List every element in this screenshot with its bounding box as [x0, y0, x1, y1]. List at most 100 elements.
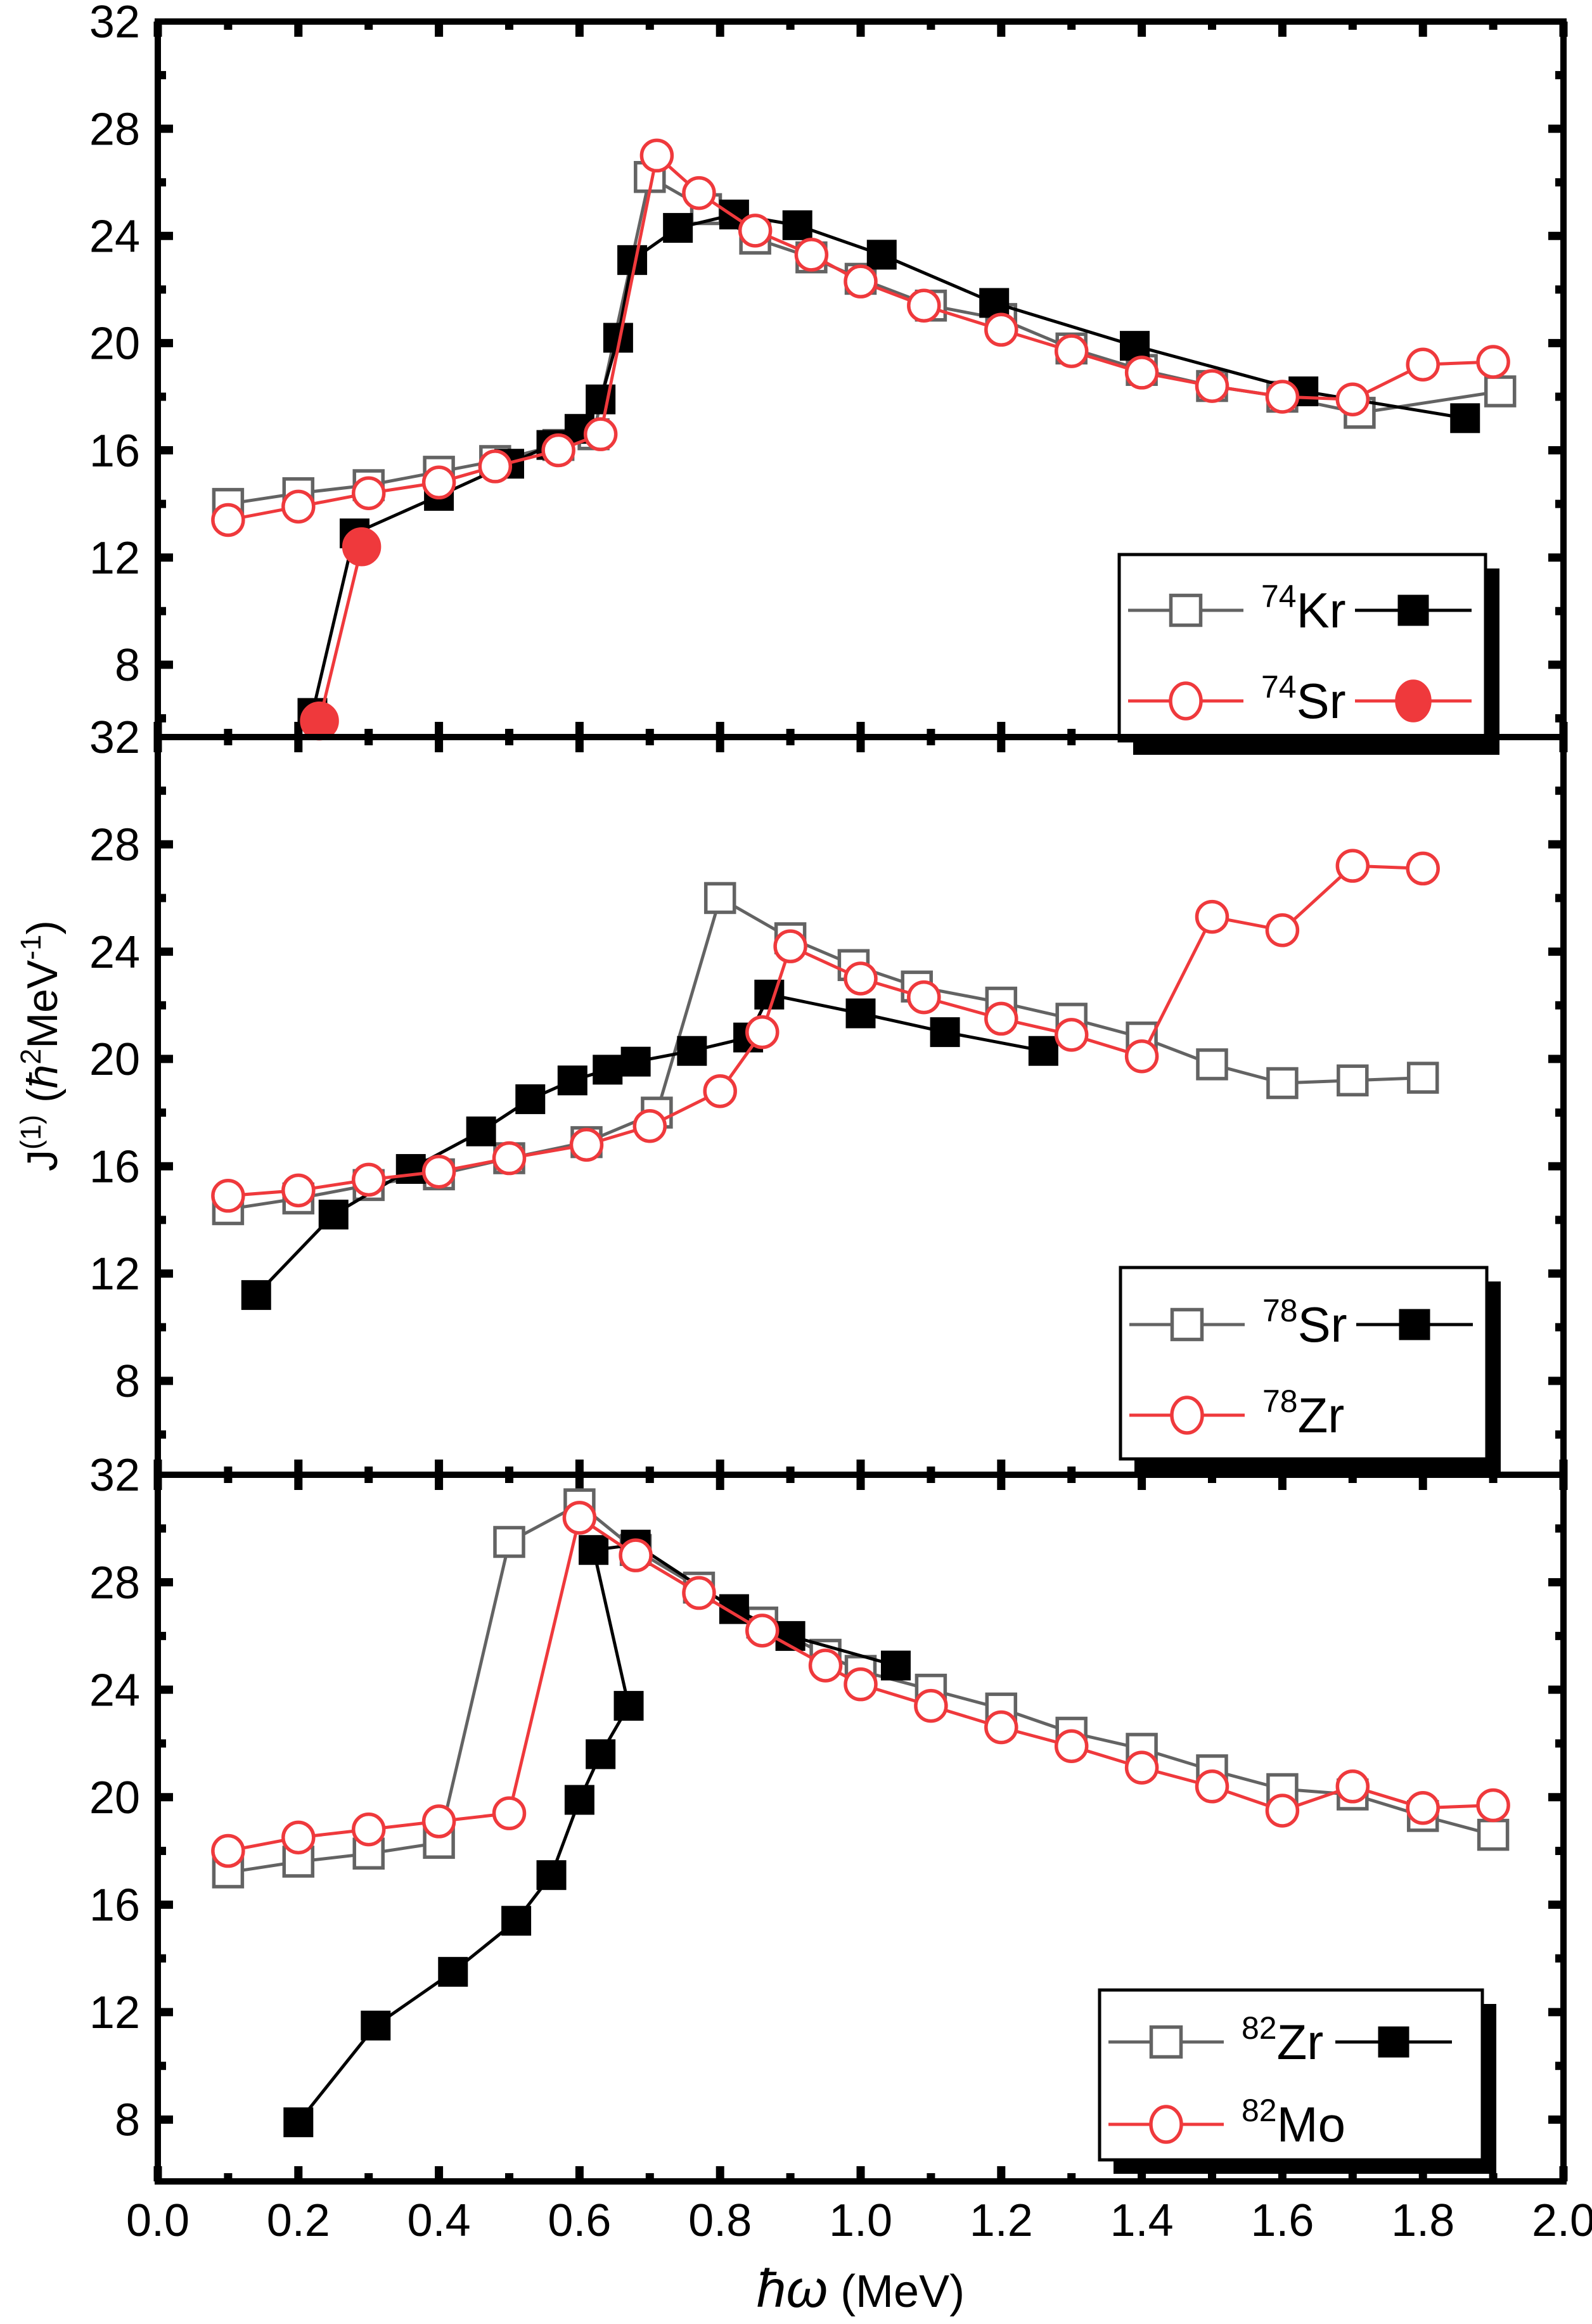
y-tick-label: 32 [89, 1450, 140, 1501]
y-tick-label: 24 [89, 211, 140, 262]
open-circle-marker [1124, 356, 1159, 390]
filled-square-marker [395, 1153, 426, 1184]
open-circle-marker [745, 1015, 780, 1050]
filled-square-marker [564, 1785, 594, 1815]
filled-square-marker [979, 288, 1010, 318]
open-circle-marker [984, 1001, 1018, 1036]
legend-label-82Zr: 82Zr [1242, 2010, 1323, 2070]
open-circle-marker [682, 176, 716, 210]
open-circle-marker [1195, 1769, 1229, 1804]
open-circle-marker [492, 1796, 527, 1830]
y-tick-label: 28 [89, 104, 140, 155]
y-tick-label: 16 [89, 1141, 140, 1192]
y-tick-label: 28 [89, 1558, 140, 1608]
open-circle-marker [808, 1648, 843, 1683]
series-74Sr-filled [300, 527, 382, 741]
y-tick-label: 12 [89, 533, 140, 584]
y-tick-label: 20 [89, 319, 140, 369]
open-circle-marker [914, 1688, 948, 1723]
x-tick-label: 2.0 [1532, 2195, 1592, 2246]
y-tick-label: 12 [89, 1249, 140, 1300]
legend-row-74Kr: 74Kr [1128, 579, 1472, 638]
filled-square-marker [536, 1860, 567, 1891]
series-82Zr-filled [283, 1529, 911, 2138]
open-circle-marker [351, 476, 386, 510]
panel-border [155, 1472, 1567, 2185]
filled-square-marker [845, 998, 876, 1029]
open-circle-marker [632, 1108, 667, 1143]
open-circle-marker [907, 980, 941, 1015]
x-tick-label: 1.0 [829, 2195, 892, 2246]
open-circle-marker [1335, 849, 1370, 883]
open-circle-marker [281, 1173, 316, 1208]
x-tick-label: 0.2 [267, 2195, 330, 2246]
y-tick-label: 8 [115, 1356, 140, 1407]
y-axis-title: J(1) (ħ2MeV-1) [15, 920, 67, 1171]
open-circle-marker [1406, 347, 1440, 382]
filled-square-marker [663, 213, 693, 243]
open-circle-marker [619, 1538, 653, 1572]
open-circle-marker [1335, 1769, 1370, 1804]
filled-square-marker [930, 1017, 960, 1048]
open-circle-marker [703, 1074, 737, 1108]
open-square-marker [1406, 1062, 1439, 1094]
x-axis-title: ħω (MeV) [757, 2259, 965, 2318]
legend-label-78Sr: 78Sr [1262, 1293, 1347, 1352]
open-circle-marker [1169, 681, 1203, 721]
open-circle-marker [1054, 1018, 1089, 1052]
series-78Zr-open [211, 849, 1440, 1213]
filled-square-marker [361, 2010, 391, 2041]
legend-74: 74Kr 74Sr [1117, 553, 1499, 755]
open-circle-marker [281, 1820, 316, 1855]
legend-row-78Zr: 78Zr [1129, 1383, 1344, 1443]
y-tick-label: 16 [89, 426, 140, 477]
y-tick-label: 16 [89, 1880, 140, 1931]
series-74Sr-filled-line [318, 546, 364, 722]
open-circle-marker [844, 264, 878, 299]
filled-square-marker [593, 1055, 623, 1085]
open-circle-marker [1124, 1039, 1159, 1074]
open-circle-marker [421, 465, 456, 500]
x-tick-label: 0.8 [688, 2195, 752, 2246]
open-circle-marker [1054, 334, 1089, 368]
panel-74: 8 12 16 20 24 28 32 74Kr 74Sr [89, 0, 1568, 755]
open-circle-marker [1406, 1790, 1440, 1825]
legend-label-74Kr: 74Kr [1261, 579, 1346, 638]
open-circle-marker [682, 1576, 716, 1610]
y-tick-label: 8 [115, 640, 140, 691]
open-circle-marker [1265, 1794, 1300, 1828]
open-circle-marker [1476, 345, 1510, 379]
open-circle-marker [1149, 2105, 1183, 2144]
legend-82: 82Zr 82Mo [1098, 1988, 1496, 2174]
filled-square-marker [880, 1650, 911, 1681]
open-circle-marker [1265, 380, 1300, 414]
filled-square-marker [318, 1199, 349, 1229]
legend-label-82Mo: 82Mo [1242, 2093, 1345, 2152]
legend-row-74Sr: 74Sr [1128, 669, 1472, 729]
series-82Mo-open [211, 1501, 1510, 1868]
x-tick-label: 0.0 [126, 2195, 189, 2246]
open-circle-marker [583, 417, 618, 451]
filled-square-marker [515, 1084, 546, 1114]
legend-label-78Zr: 78Zr [1262, 1383, 1344, 1443]
open-circle-marker [1124, 1750, 1159, 1785]
x-tick-label: 1.6 [1250, 2195, 1314, 2246]
filled-square-marker [466, 1116, 496, 1146]
open-circle-marker [211, 1179, 245, 1213]
open-square-marker [1484, 375, 1517, 408]
open-circle-marker [794, 238, 829, 272]
open-circle-marker [773, 929, 807, 963]
filled-square-marker [579, 1535, 609, 1565]
open-circle-marker [1335, 382, 1370, 416]
legend-row-82Mo: 82Mo [1108, 2093, 1345, 2152]
open-circle-marker [541, 433, 575, 468]
open-circle-marker [1265, 913, 1300, 947]
open-circle-marker [1406, 851, 1440, 886]
filled-square-marker [754, 979, 785, 1010]
y-tick-label: 8 [115, 2095, 140, 2146]
open-circle-marker [492, 1141, 527, 1176]
open-circle-marker [569, 1127, 604, 1162]
y-tick-label: 12 [89, 1987, 140, 2038]
open-square-marker [1266, 1067, 1299, 1100]
